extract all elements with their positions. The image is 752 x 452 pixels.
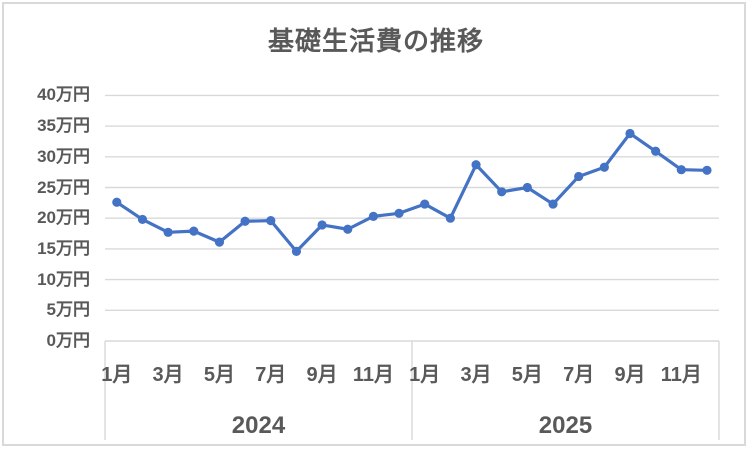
data-point-marker — [522, 182, 532, 193]
y-axis-label: 10万円 — [37, 269, 90, 289]
data-point-marker — [574, 171, 584, 182]
x-axis-month-label: 3月 — [152, 364, 184, 386]
data-point-marker — [676, 165, 686, 175]
x-axis-month-label: 11月 — [352, 364, 394, 386]
data-point-marker — [599, 162, 609, 172]
x-axis-month-label: 9月 — [614, 364, 646, 386]
data-point-marker — [702, 165, 712, 175]
chart-border-frame — [2, 2, 746, 446]
data-point-marker — [343, 224, 353, 234]
data-point-marker — [137, 214, 148, 225]
x-axis-month-label: 3月 — [460, 364, 492, 386]
y-axis-label: 35万円 — [37, 116, 90, 136]
x-axis-month-label: 7月 — [255, 364, 287, 386]
series-line — [115, 131, 709, 253]
data-point-marker — [625, 128, 635, 139]
x-axis-month-label: 5月 — [203, 364, 235, 386]
x-axis-month-label: 5月 — [511, 364, 543, 386]
x-axis-month-label: 7月 — [563, 364, 595, 386]
data-point-marker — [266, 216, 276, 226]
data-point-marker — [189, 226, 199, 236]
y-axis-label: 25万円 — [37, 177, 90, 197]
data-point-marker — [163, 227, 173, 237]
y-axis-label: 40万円 — [37, 85, 90, 105]
data-point-marker — [291, 246, 302, 256]
data-point-marker — [651, 146, 661, 156]
y-axis-label: 15万円 — [37, 238, 90, 258]
x-axis-month-label: 11月 — [660, 364, 702, 386]
data-point-marker — [471, 160, 481, 170]
data-point-marker — [420, 199, 430, 209]
x-axis-year-label: 2025 — [538, 412, 593, 439]
y-axis-label: 0万円 — [46, 331, 90, 350]
data-point-marker — [112, 197, 122, 207]
data-point-marker — [368, 211, 378, 221]
x-axis-year-label: 2024 — [231, 412, 286, 439]
data-point-marker — [240, 216, 250, 226]
y-axis-label: 20万円 — [37, 208, 90, 228]
data-point-marker — [548, 199, 558, 209]
data-point-marker — [317, 220, 327, 230]
x-axis-month-label: 1月 — [409, 364, 441, 386]
data-point-marker — [497, 187, 507, 197]
x-axis-month-label: 9月 — [306, 364, 338, 386]
chart-title: 基礎生活費の推移 — [267, 26, 484, 56]
y-axis-label: 5万円 — [46, 300, 90, 320]
y-axis-label: 30万円 — [37, 146, 90, 166]
data-point-marker — [445, 213, 455, 223]
data-point-marker — [214, 237, 225, 247]
data-point-marker — [394, 208, 404, 218]
x-axis-month-label: 1月 — [101, 364, 133, 386]
